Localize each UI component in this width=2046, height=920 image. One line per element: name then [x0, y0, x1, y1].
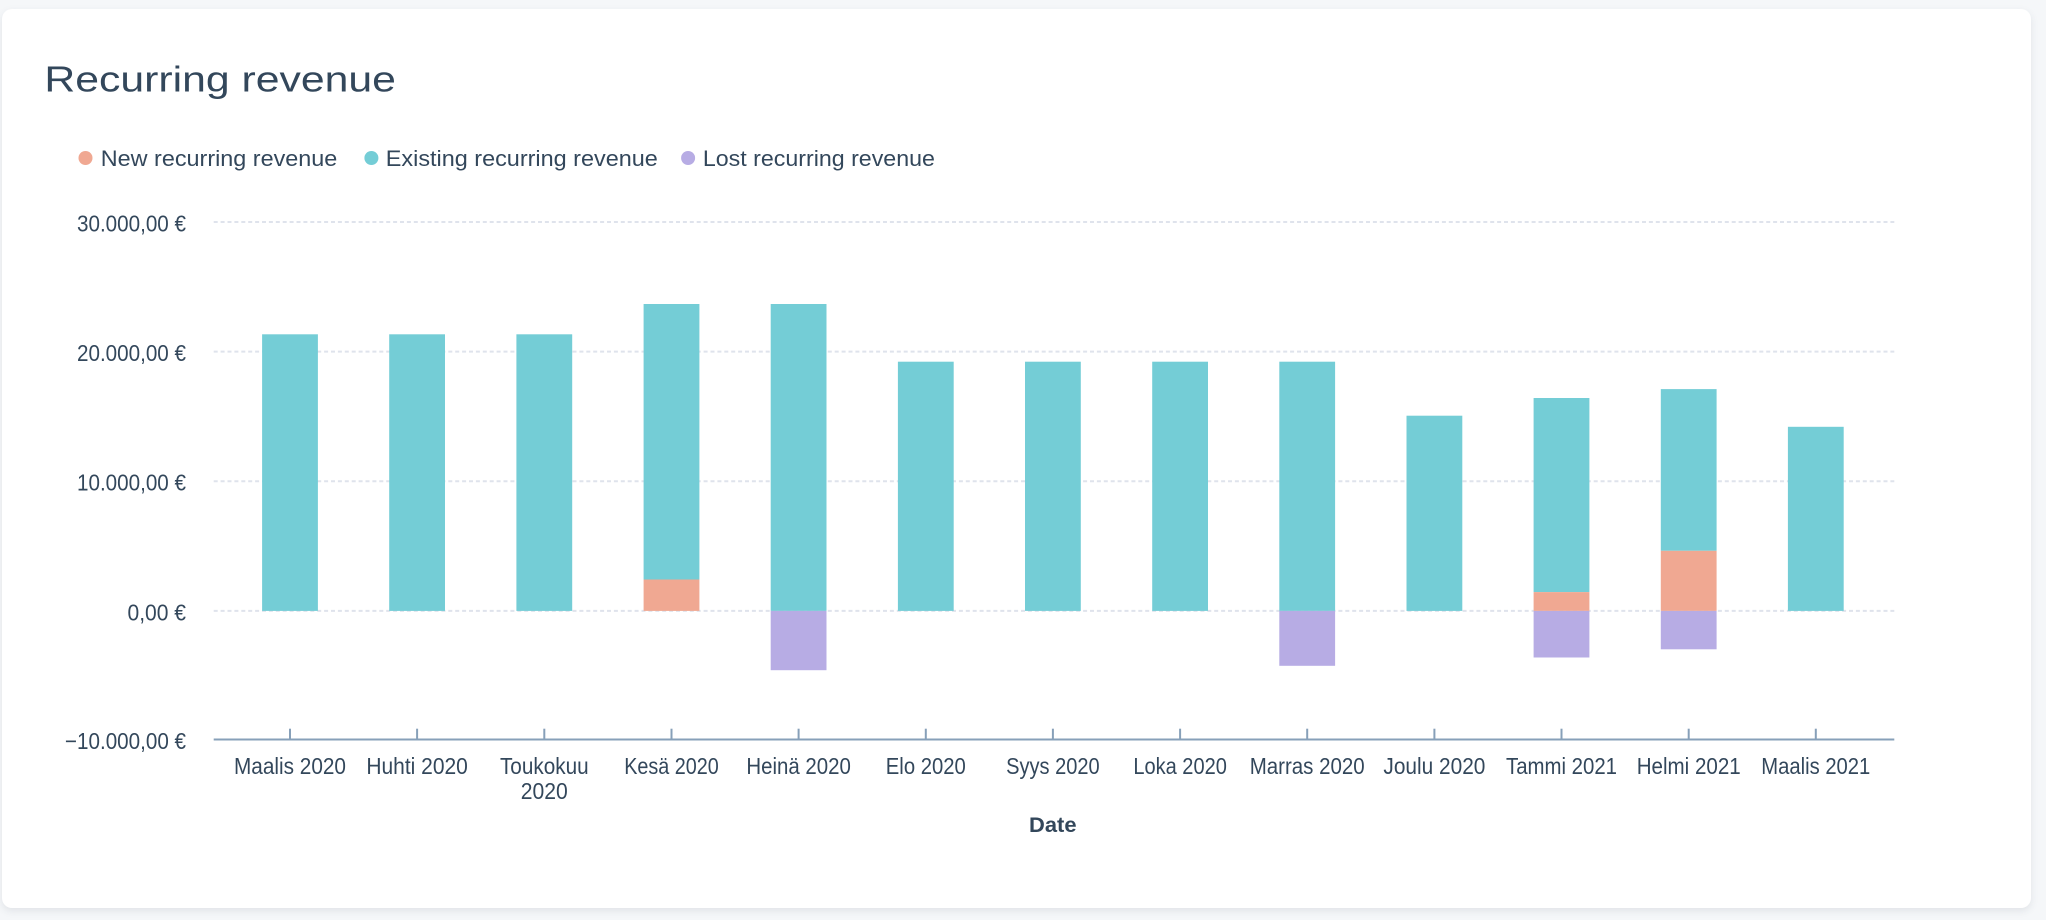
svg-text:Huhti 2020: Huhti 2020 [366, 753, 468, 779]
svg-text:10.000,00 €: 10.000,00 € [77, 470, 186, 496]
svg-text:Loka 2020: Loka 2020 [1133, 753, 1227, 779]
svg-text:Lost recurring revenue: Lost recurring revenue [703, 146, 935, 171]
svg-text:New recurring revenue: New recurring revenue [101, 146, 337, 171]
svg-text:Elo 2020: Elo 2020 [886, 753, 966, 779]
svg-text:20.000,00 €: 20.000,00 € [77, 340, 186, 366]
svg-text:Tammi 2021: Tammi 2021 [1506, 753, 1617, 779]
svg-text:−10.000,00 €: −10.000,00 € [65, 728, 186, 754]
svg-text:Date: Date [1029, 814, 1077, 837]
svg-text:Syys 2020: Syys 2020 [1006, 753, 1100, 779]
svg-text:Maalis 2020: Maalis 2020 [234, 753, 346, 779]
svg-text:Helmi 2021: Helmi 2021 [1637, 753, 1741, 779]
svg-text:0,00 €: 0,00 € [128, 599, 187, 625]
svg-text:Recurring revenue: Recurring revenue [44, 59, 396, 100]
svg-text:Heinä 2020: Heinä 2020 [746, 753, 851, 779]
svg-text:2020: 2020 [521, 778, 568, 804]
svg-text:Existing recurring revenue: Existing recurring revenue [386, 146, 658, 171]
svg-text:Maalis 2021: Maalis 2021 [1761, 753, 1870, 779]
svg-text:Joulu 2020: Joulu 2020 [1383, 753, 1485, 779]
svg-text:Marras 2020: Marras 2020 [1250, 753, 1365, 779]
svg-text:Toukokuu: Toukokuu [500, 753, 589, 779]
svg-text:Kesä 2020: Kesä 2020 [624, 753, 719, 779]
svg-text:30.000,00 €: 30.000,00 € [77, 210, 186, 236]
